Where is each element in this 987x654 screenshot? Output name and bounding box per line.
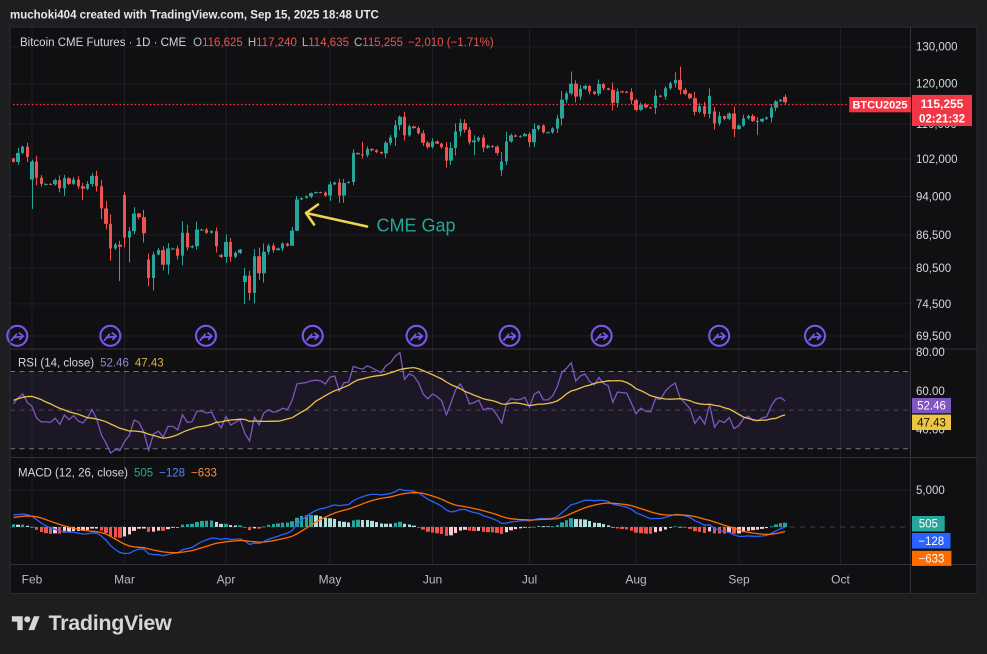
- svg-text:May: May: [319, 573, 342, 587]
- svg-text:69,500: 69,500: [916, 331, 951, 343]
- svg-text:Mar: Mar: [114, 573, 135, 587]
- svg-text:muchoki404 created with Tradin: muchoki404 created with TradingView.com,…: [10, 10, 379, 22]
- svg-text:47.43: 47.43: [917, 417, 946, 429]
- svg-text:−633: −633: [919, 553, 945, 565]
- svg-text:52.46: 52.46: [917, 401, 946, 413]
- svg-text:130,000: 130,000: [916, 42, 958, 54]
- svg-text:505: 505: [919, 519, 938, 531]
- svg-text:TradingView: TradingView: [49, 611, 173, 635]
- svg-text:80,500: 80,500: [916, 263, 951, 275]
- svg-text:115,255: 115,255: [921, 97, 964, 111]
- svg-text:5,000: 5,000: [916, 485, 945, 497]
- svg-text:Sep: Sep: [728, 573, 750, 587]
- svg-text:BTCU2025: BTCU2025: [852, 100, 907, 112]
- svg-text:−128: −128: [918, 536, 944, 548]
- svg-text:Jun: Jun: [423, 573, 442, 587]
- svg-text:Apr: Apr: [217, 573, 236, 587]
- svg-text:CME Gap: CME Gap: [377, 216, 456, 236]
- svg-text:Bitcoin CME Futures · 1D · CME: Bitcoin CME Futures · 1D · CME O116,625 H1…: [20, 37, 494, 49]
- svg-text:74,500: 74,500: [916, 299, 951, 311]
- svg-text:80.00: 80.00: [916, 347, 945, 359]
- svg-text:60.00: 60.00: [916, 386, 945, 398]
- svg-text:94,000: 94,000: [916, 192, 951, 204]
- svg-text:MACD (12, 26, close)505−128−63: MACD (12, 26, close) 505 −128 −633: [18, 468, 217, 480]
- svg-text:Oct: Oct: [831, 573, 850, 587]
- svg-text:102,000: 102,000: [916, 154, 958, 166]
- svg-text:Jul: Jul: [522, 573, 537, 587]
- svg-text:02:21:32: 02:21:32: [919, 114, 965, 126]
- svg-text:86,500: 86,500: [916, 230, 951, 242]
- svg-text:Aug: Aug: [625, 573, 646, 587]
- svg-text:Feb: Feb: [22, 573, 43, 587]
- svg-text:120,000: 120,000: [916, 79, 958, 91]
